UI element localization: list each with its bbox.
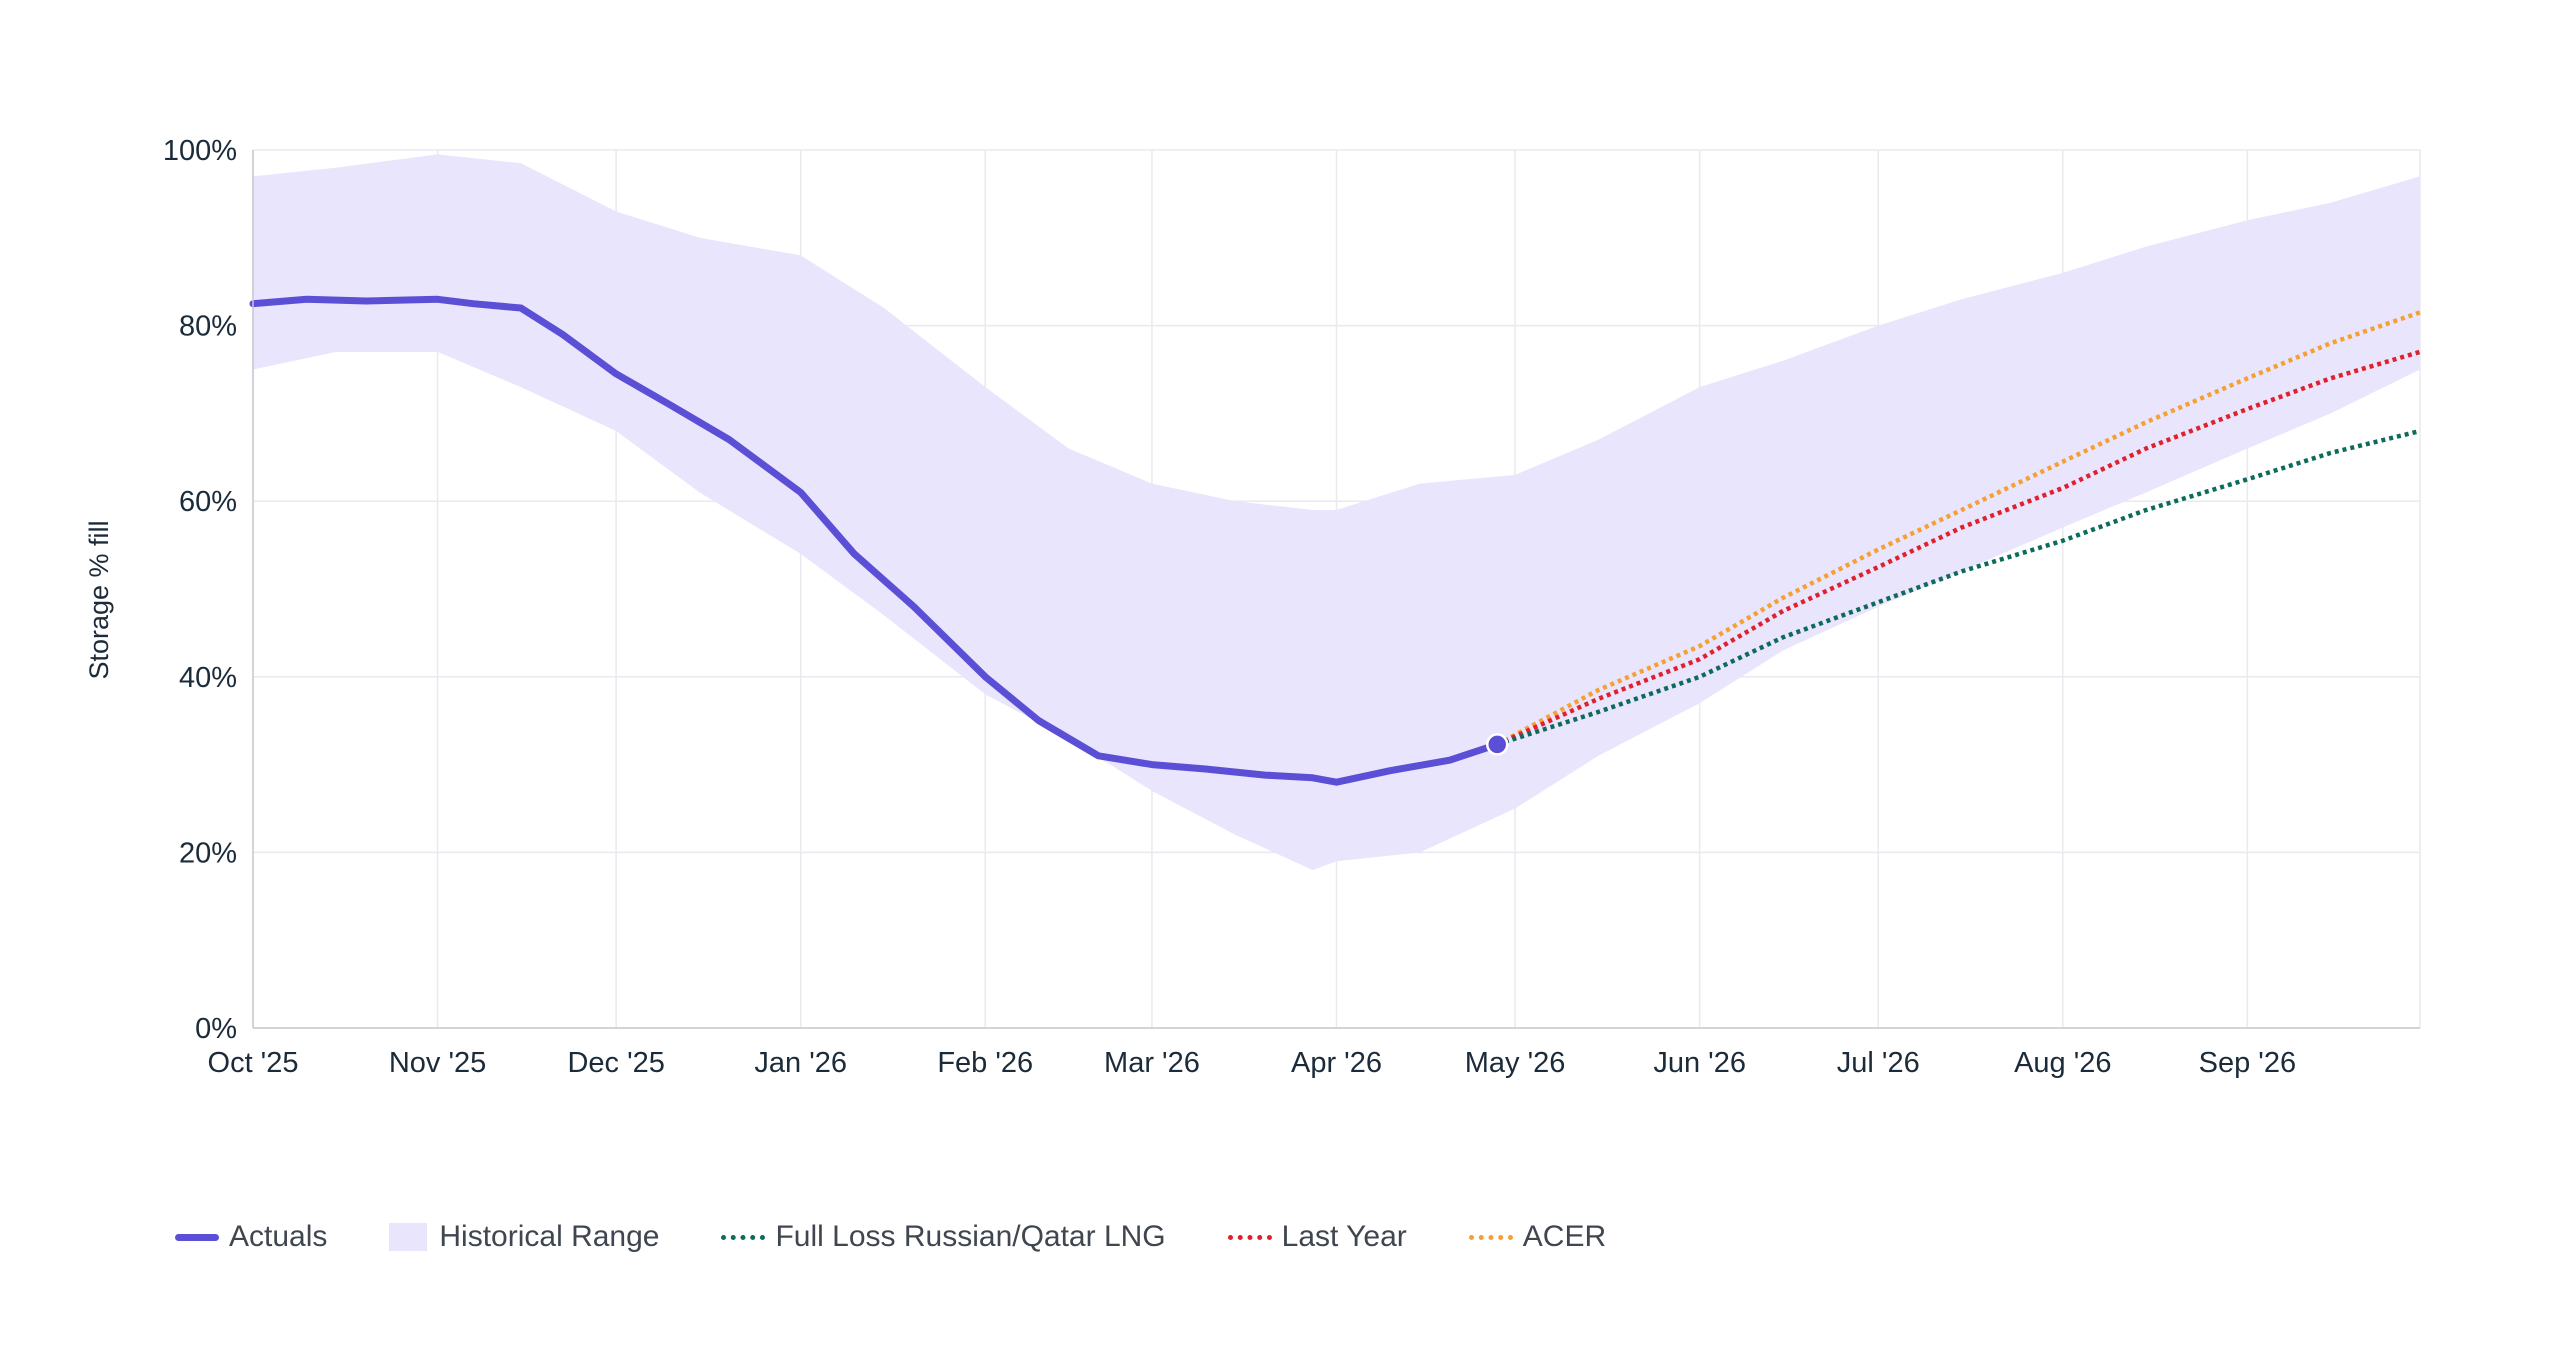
acer-swatch bbox=[1468, 1234, 1513, 1240]
series-lines bbox=[249, 295, 2421, 786]
historical-range-area bbox=[253, 154, 2420, 870]
legend: Actuals Historical Range Full Loss Russi… bbox=[175, 1220, 1668, 1254]
legend-label-acer: ACER bbox=[1522, 1220, 1607, 1253]
y-axis-label: Storage % fill bbox=[84, 520, 114, 679]
legend-label-last-year: Last Year bbox=[1281, 1220, 1407, 1253]
actuals-latest-point bbox=[1485, 733, 1509, 756]
legend-item-actuals: Actuals bbox=[175, 1220, 327, 1254]
legend-label-full-loss: Full Loss Russian/Qatar LNG bbox=[775, 1220, 1166, 1253]
x-tick-label: Nov '25 bbox=[389, 1047, 486, 1079]
legend-item-full-loss: Full Loss Russian/Qatar LNG bbox=[721, 1220, 1166, 1254]
legend-item-acer: ACER bbox=[1468, 1220, 1607, 1254]
actuals-swatch bbox=[175, 1233, 219, 1241]
legend-label-actuals: Actuals bbox=[229, 1220, 328, 1253]
full-loss-line bbox=[1496, 428, 2421, 747]
x-tick-label: Jan '26 bbox=[754, 1047, 847, 1079]
y-tick-label: 0% bbox=[195, 1013, 237, 1045]
y-tick-label: 60% bbox=[179, 486, 237, 518]
y-tick-label: 80% bbox=[179, 311, 237, 343]
last-year-line bbox=[1496, 349, 2421, 747]
y-tick-label: 40% bbox=[179, 662, 237, 694]
x-tick-label: May '26 bbox=[1465, 1047, 1566, 1079]
actuals-line bbox=[249, 295, 1501, 786]
x-tick-label: Aug '26 bbox=[2014, 1047, 2111, 1079]
historical-range-band bbox=[253, 154, 2420, 870]
x-tick-label: Sep '26 bbox=[2199, 1047, 2296, 1079]
acer-line bbox=[1496, 310, 2421, 747]
y-tick-label: 100% bbox=[163, 135, 237, 167]
x-tick-label: Jul '26 bbox=[1837, 1047, 1920, 1079]
legend-label-historical-range: Historical Range bbox=[439, 1220, 660, 1253]
x-tick-label: Mar '26 bbox=[1104, 1047, 1200, 1079]
x-tick-label: Apr '26 bbox=[1291, 1047, 1382, 1079]
x-tick-label: Dec '25 bbox=[567, 1047, 664, 1079]
full-loss-swatch bbox=[721, 1234, 766, 1240]
historical-range-swatch bbox=[389, 1223, 428, 1251]
axes: 0% 20% 40% 60% 80% 100% Oct '25 Nov '25 Dec '25 J… bbox=[163, 135, 2420, 1079]
storage-chart: 0% 20% 40% 60% 80% 100% Oct '25 Nov '25 Dec '25 J… bbox=[84, 135, 2421, 1079]
legend-item-historical-range: Historical Range bbox=[389, 1220, 659, 1254]
x-tick-label: Feb '26 bbox=[937, 1047, 1033, 1079]
y-tick-label: 20% bbox=[179, 837, 237, 869]
x-tick-label: Oct '25 bbox=[208, 1047, 299, 1079]
legend-item-last-year: Last Year bbox=[1227, 1220, 1407, 1254]
x-tick-label: Jun '26 bbox=[1653, 1047, 1746, 1079]
last-year-swatch bbox=[1227, 1234, 1272, 1240]
